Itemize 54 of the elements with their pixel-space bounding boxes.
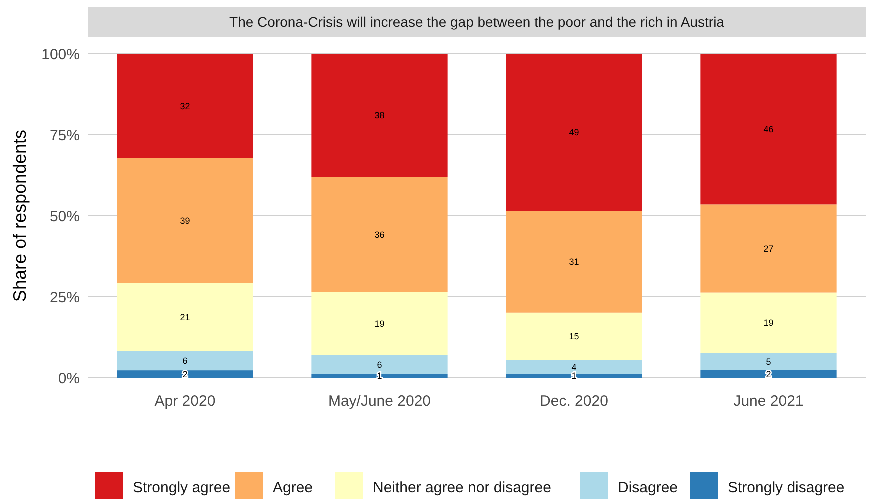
data-label: 31	[569, 257, 580, 268]
x-tick-label: June 2021	[734, 393, 804, 410]
bar	[506, 374, 642, 378]
y-axis-title: Share of respondents	[10, 130, 30, 302]
data-label: 4	[572, 362, 577, 372]
bar	[700, 54, 837, 205]
bar	[312, 355, 448, 374]
bar	[700, 292, 837, 354]
bar	[506, 312, 642, 360]
data-label: 32	[180, 101, 190, 112]
legend-label: Disagree	[618, 479, 678, 496]
bar	[117, 370, 254, 378]
bar	[700, 370, 837, 378]
x-tick-label: Dec. 2020	[540, 393, 608, 410]
y-tick-label: 100%	[42, 46, 80, 64]
data-label: 15	[569, 332, 580, 342]
data-label: 19	[374, 319, 385, 330]
data-label: 21	[180, 312, 190, 323]
data-label: 46	[764, 124, 774, 134]
bar	[312, 177, 448, 292]
data-label: 38	[374, 110, 385, 121]
data-label: 49	[569, 128, 580, 138]
bar	[117, 351, 254, 371]
bar	[506, 54, 642, 212]
data-label: 2	[182, 369, 188, 380]
data-label: 6	[182, 356, 188, 366]
legend-label: Agree	[273, 479, 314, 496]
y-tick-label: 75%	[50, 127, 80, 144]
bar	[117, 283, 254, 352]
bar	[506, 211, 642, 313]
data-label: 27	[764, 244, 774, 254]
legend-label: Strongly disagree	[728, 479, 845, 496]
x-tick-label: Apr 2020	[154, 393, 216, 410]
bar	[117, 158, 254, 284]
data-label: 6	[377, 360, 382, 370]
bar	[312, 292, 448, 356]
legend-label: Neither agree nor disagree	[373, 479, 552, 496]
data-label: 39	[180, 216, 190, 226]
data-label: 5	[766, 356, 772, 367]
bar	[700, 353, 837, 370]
y-tick-label: 50%	[50, 208, 80, 226]
bar	[312, 54, 448, 178]
data-label: 2	[766, 369, 772, 380]
bar	[117, 54, 254, 158]
legend-label: Strongly agree	[133, 479, 231, 496]
y-tick-label: 25%	[50, 289, 80, 306]
bar	[700, 204, 837, 293]
bar	[312, 374, 448, 378]
data-label: 19	[764, 318, 774, 328]
x-tick-label: May/June 2020	[328, 393, 432, 410]
chart-title: The Corona-Crisis will increase the gap between the poor and the rich in Austria	[230, 14, 725, 30]
data-label: 36	[374, 230, 385, 240]
y-tick-label: 0%	[58, 370, 80, 388]
bar	[506, 360, 642, 374]
